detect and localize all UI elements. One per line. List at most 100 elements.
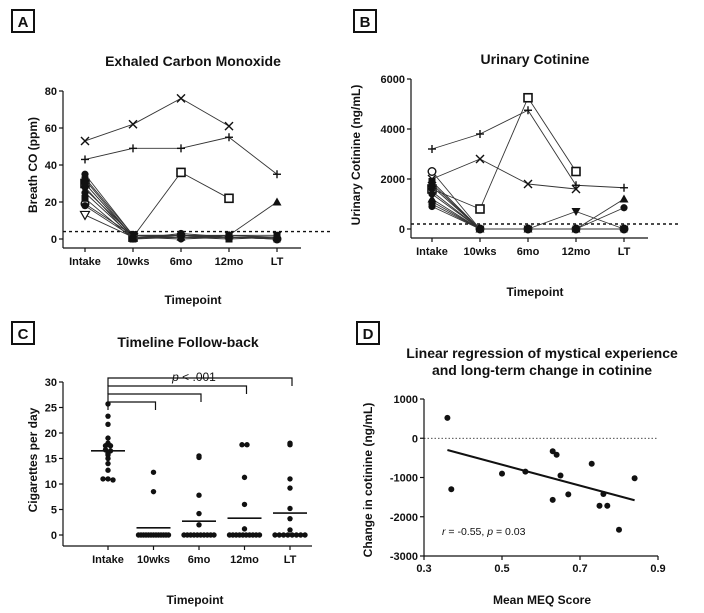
panel-a-series-subject-14 xyxy=(81,202,281,243)
panel-b-x-tick-label: 6mo xyxy=(517,246,540,258)
panel-b-point xyxy=(620,183,628,192)
panel-a-point xyxy=(81,176,89,184)
panel-c-y-tick-label: 15 xyxy=(45,454,57,466)
panel-b-x-tick-label: 12mo xyxy=(562,246,591,258)
panel-d-x-tick-label: 0.5 xyxy=(494,563,509,575)
panel-c-point xyxy=(196,454,202,461)
panel-a-segment xyxy=(84,123,134,142)
panel-a-point xyxy=(177,235,185,243)
panel-c-point xyxy=(289,532,295,538)
panel-c-y-tick-label: 25 xyxy=(45,403,57,415)
panel-a-x-tick-label: LT xyxy=(271,256,284,268)
panel-d-point xyxy=(522,468,529,475)
panel-a-segment xyxy=(180,172,230,199)
panel-b-label: B xyxy=(360,14,371,31)
panel-d-x-tick-label: 0.3 xyxy=(416,563,431,575)
panel-a-point xyxy=(273,233,281,241)
panel-d-x-tick-label: 0.7 xyxy=(572,563,587,575)
panel-c: C Timeline Follow-back Timepoint Cigaret… xyxy=(11,321,312,607)
panel-c-point xyxy=(276,532,282,538)
panel-b-segment xyxy=(479,109,529,135)
panel-c-point xyxy=(196,522,202,528)
panel-b-point xyxy=(620,225,628,233)
panel-b-x-tick-label: Intake xyxy=(416,246,448,258)
panel-b-segment xyxy=(431,206,481,230)
panel-c-point xyxy=(105,467,111,473)
panel-a-plot: 0 20 40 60 80 Intake 10wks 6mo 12mo LT xyxy=(45,86,332,268)
panel-b-label-box xyxy=(353,9,377,33)
panel-d-point xyxy=(499,470,505,477)
panel-b-point xyxy=(428,145,436,153)
panel-b-segment xyxy=(431,201,481,230)
panel-b-segment xyxy=(479,158,529,185)
panel-c-x-tick-label: Intake xyxy=(92,554,124,566)
panel-d-point xyxy=(549,448,556,455)
panel-c-x-tick-label: 6mo xyxy=(188,554,211,566)
panel-d-ylabel: Change in cotinine (ng/mL) xyxy=(361,403,375,558)
panel-d-title-line-2: and long-term change in cotinine xyxy=(432,362,652,378)
panel-c-bracket xyxy=(107,377,293,386)
panel-c-plot: 0 5 10 15 20 25 30 Intake 10wks 6mo 12mo LT xyxy=(45,377,312,566)
panel-c-xlabel: Timepoint xyxy=(166,593,223,607)
panel-c-point xyxy=(105,413,111,419)
panel-d-point xyxy=(444,414,451,421)
panel-c-y-tick-label: 0 xyxy=(51,530,57,542)
panel-a-segment xyxy=(132,236,182,240)
panel-b-segment xyxy=(527,110,577,186)
panel-b-segment xyxy=(431,188,481,210)
panel-a-y-tick-label: 60 xyxy=(45,123,57,135)
panel-b-y-tick-label: 4000 xyxy=(381,124,405,136)
panel-c-point xyxy=(272,532,278,538)
panel-d-y-tick-label: -1000 xyxy=(390,473,418,485)
panel-c-x-tick-label: 12mo xyxy=(230,554,259,566)
panel-b: B Urinary Cotinine Timepoint Urinary Cot… xyxy=(349,9,678,299)
panel-b-segment xyxy=(431,186,481,230)
panel-c-group-LT xyxy=(272,440,308,538)
panel-c-ylabel: Cigarettes per day xyxy=(26,407,40,512)
panel-c-group-10wks xyxy=(135,469,172,538)
panel-b-point xyxy=(620,204,628,212)
panel-b-point xyxy=(619,194,629,203)
panel-d-x-tick-label: 0.9 xyxy=(650,563,665,575)
panel-b-point xyxy=(523,92,533,103)
panel-b-title: Urinary Cotinine xyxy=(481,51,590,67)
panel-b-point xyxy=(476,130,484,138)
panel-b-series-x xyxy=(427,154,581,194)
panel-b-x-tick-label: 10wks xyxy=(463,246,496,258)
panel-a-segment xyxy=(132,98,182,125)
panel-b-segment xyxy=(575,184,625,189)
panel-c-point xyxy=(107,443,114,449)
panel-d-y-tick-label: -3000 xyxy=(390,551,418,563)
panel-d-point xyxy=(600,490,607,497)
panel-c-bracket xyxy=(107,393,202,402)
panel-b-point xyxy=(524,106,532,115)
panel-d-point xyxy=(557,472,564,479)
panel-d-regression-line xyxy=(447,449,635,502)
panel-c-label: C xyxy=(18,326,29,343)
panel-c-point xyxy=(287,476,293,482)
panel-b-point xyxy=(572,181,580,190)
panel-b-point xyxy=(475,204,485,214)
panel-c-title: Timeline Follow-back xyxy=(117,334,259,350)
panel-b-segment xyxy=(431,158,481,180)
panel-d-point xyxy=(448,486,455,493)
panel-b-segment xyxy=(431,171,481,230)
panel-c-point xyxy=(256,532,263,538)
panel-a-point xyxy=(81,202,89,210)
panel-d-point xyxy=(553,451,560,458)
panel-b-segment xyxy=(575,198,625,230)
panel-a-point xyxy=(224,193,234,204)
panel-c-label-box xyxy=(11,321,35,345)
panel-d-point xyxy=(588,460,595,467)
panel-d-xlabel: Mean MEQ Score xyxy=(493,593,591,607)
panel-a-y-tick-label: 40 xyxy=(45,160,57,172)
panel-a-point xyxy=(129,233,137,241)
panel-a-point xyxy=(225,133,233,142)
panel-b-x-tick-label: LT xyxy=(618,246,631,258)
panel-d-point xyxy=(549,496,556,503)
panel-d: D Linear regression of mystical experien… xyxy=(356,321,678,607)
panel-b-point xyxy=(427,166,437,176)
panel-c-point xyxy=(285,532,291,538)
